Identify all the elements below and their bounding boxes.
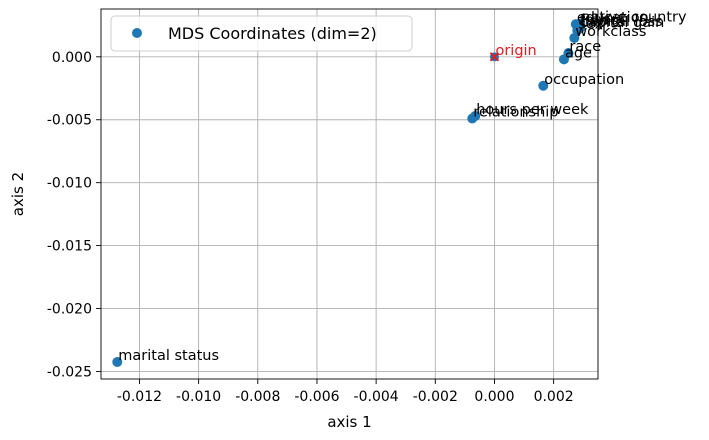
- data-point: [575, 22, 586, 33]
- origin-cross-marker: [489, 52, 500, 62]
- point-label: native country: [581, 9, 687, 25]
- legend-marker: [132, 28, 142, 38]
- plot-frame: [100, 8, 599, 380]
- data-point: [538, 80, 549, 91]
- data-point: [569, 32, 580, 43]
- legend-entry-label: MDS Coordinates (dim=2): [168, 24, 377, 43]
- point-label: occupation: [544, 72, 624, 88]
- origin-marker-group: origin: [489, 43, 537, 62]
- y-tick-label: -0.015: [47, 239, 92, 255]
- point-label: fnlwgt: [580, 13, 625, 29]
- point-label: marital status: [118, 348, 219, 364]
- data-point: [563, 48, 574, 59]
- data-point: [470, 110, 481, 121]
- grid-lines: [101, 9, 598, 379]
- x-tick-label: -0.004: [354, 389, 399, 405]
- point-label: race: [569, 39, 601, 55]
- x-tick-label: -0.012: [117, 389, 162, 405]
- y-tick-label: -0.020: [47, 302, 92, 318]
- x-tick-label: -0.002: [413, 389, 458, 405]
- point-label: education: [577, 10, 649, 26]
- x-axis-ticks: -0.012 -0.010 -0.008 -0.006 -0.004 -0.002 0.00…: [117, 379, 574, 405]
- data-point: [112, 357, 123, 368]
- x-tick-label: 0.002: [534, 389, 574, 405]
- plot-area-background: [101, 9, 598, 379]
- point-label: age: [565, 45, 592, 61]
- y-axis-title: axis 2: [9, 172, 27, 216]
- point-label: hours per week: [476, 102, 589, 118]
- point-label: capital loss: [581, 14, 662, 30]
- y-tick-label: -0.010: [47, 176, 92, 192]
- point-label: sex: [578, 16, 603, 32]
- y-tick-label: 0.000: [52, 50, 92, 66]
- point-label: capital gain: [580, 15, 665, 31]
- origin-label: origin: [495, 43, 536, 59]
- x-tick-label: -0.010: [176, 389, 221, 405]
- legend: MDS Coordinates (dim=2): [110, 15, 413, 52]
- y-tick-label: -0.025: [47, 364, 92, 380]
- x-tick-label: 0.000: [474, 389, 514, 405]
- data-points: [112, 18, 586, 368]
- x-axis-title: axis 1: [327, 413, 371, 431]
- y-axis-ticks: 0.000 -0.005 -0.010 -0.015 -0.020 -0.025: [47, 50, 101, 380]
- point-label: workclass: [575, 24, 646, 40]
- x-tick-label: -0.006: [294, 389, 339, 405]
- x-tick-label: -0.008: [235, 389, 280, 405]
- y-tick-label: -0.005: [47, 113, 92, 129]
- legend-box: [110, 15, 413, 52]
- point-label: relationship: [473, 104, 558, 120]
